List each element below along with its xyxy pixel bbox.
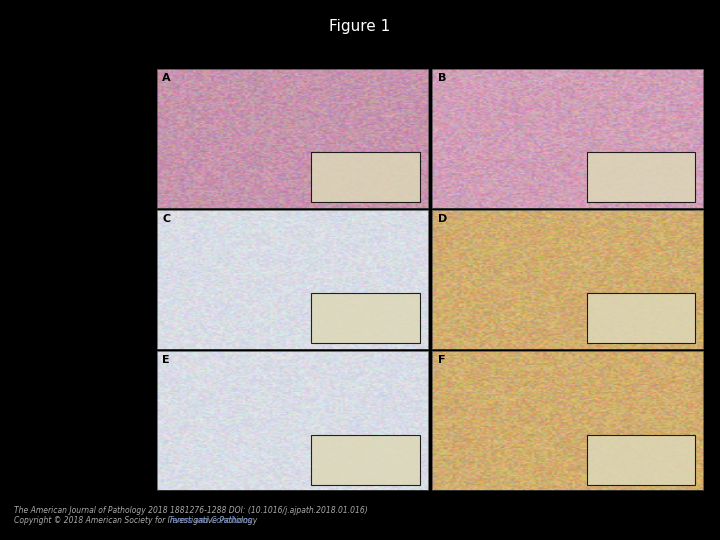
Bar	[312, 293, 420, 343]
Text: A: A	[163, 73, 171, 83]
Text: C: C	[163, 214, 171, 224]
Text: Benign: Benign	[273, 46, 312, 56]
Bar	[587, 435, 696, 485]
Text: PDPN
(D2-40): PDPN (D2-40)	[112, 268, 149, 291]
Bar	[312, 152, 420, 202]
Text: Terms and Conditions: Terms and Conditions	[169, 516, 251, 525]
Text: B: B	[438, 73, 446, 83]
Bar	[312, 435, 420, 485]
Bar	[587, 152, 696, 202]
Text: D: D	[438, 214, 447, 224]
Text: H&E: H&E	[128, 133, 149, 143]
Text: E: E	[163, 355, 170, 366]
Text: Figure 1: Figure 1	[329, 19, 391, 34]
Text: ISCC: ISCC	[555, 46, 581, 56]
Text: The American Journal of Pathology 2018 1881276-1288 DOI: (10.1016/j.ajpath.2018.: The American Journal of Pathology 2018 1…	[14, 505, 368, 515]
Text: F: F	[438, 355, 445, 366]
Bar	[587, 293, 696, 343]
Text: PDPN
(LpMab-7): PDPN (LpMab-7)	[99, 410, 149, 431]
Text: Copyright © 2018 American Society for Investigative Pathology: Copyright © 2018 American Society for In…	[14, 516, 260, 525]
